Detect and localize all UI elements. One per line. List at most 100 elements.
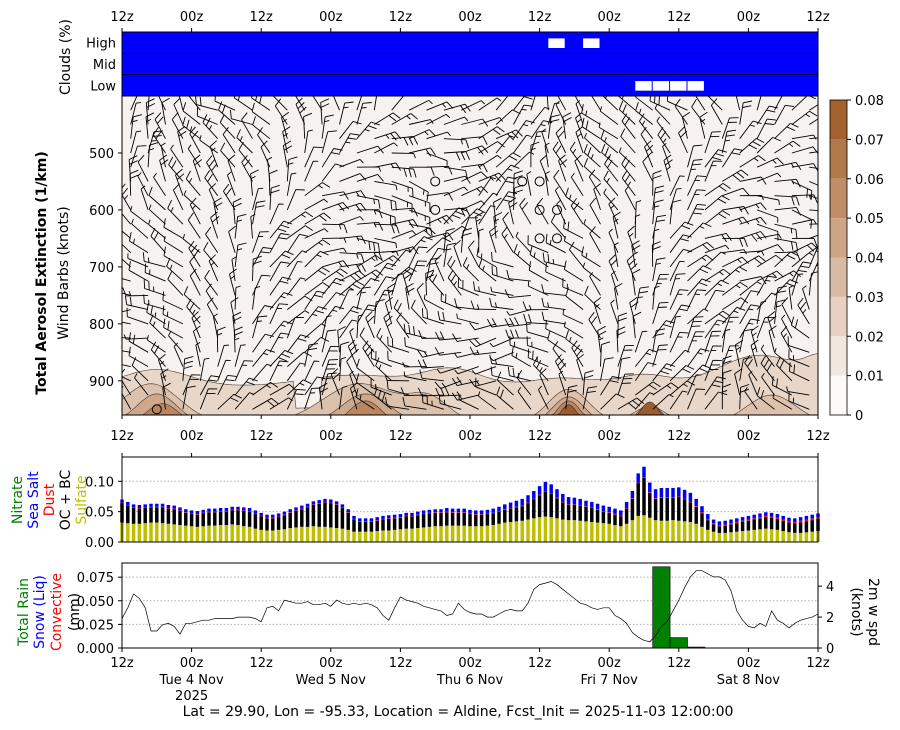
wind-barb — [649, 96, 671, 111]
species-bar-dust — [706, 518, 710, 521]
wind-barb — [418, 329, 444, 339]
wind-barb — [478, 228, 484, 253]
wind-barb — [426, 131, 451, 140]
wind-barb — [574, 154, 584, 182]
wind-barb — [147, 142, 159, 168]
species-bar-sea-salt — [694, 498, 698, 507]
wind-barb — [312, 96, 323, 111]
wind-barb — [163, 218, 184, 239]
species-bar-oc-bc — [653, 498, 658, 521]
wind-barb — [146, 335, 166, 353]
wind-barb — [349, 382, 358, 410]
wind-barb — [217, 359, 231, 381]
wind-barb — [489, 225, 499, 253]
wind-barb — [618, 100, 636, 125]
wind-barb — [652, 185, 665, 210]
wind-barb — [356, 237, 380, 253]
species-bar-dust — [497, 511, 501, 512]
wind-barb — [631, 240, 641, 267]
species-bar-dust — [416, 514, 420, 516]
species-bar-dust — [648, 492, 652, 493]
wind-barb — [721, 117, 739, 139]
species-bar-sulfate — [793, 532, 797, 542]
wind-barb — [537, 385, 549, 410]
species-bar-dust — [207, 511, 211, 513]
species-bar-sulfate — [758, 529, 762, 542]
species-bar-sulfate — [555, 518, 559, 542]
species-bar-oc-bc — [729, 524, 733, 533]
wind-barb — [168, 331, 184, 353]
wind-barb — [601, 143, 619, 168]
aerosol-x-tick-label: 00z — [458, 429, 482, 444]
wind-barb — [756, 136, 781, 154]
wind-barb — [581, 104, 601, 125]
species-bar-sulfate — [195, 526, 200, 542]
aerosol-y-tick-label: 500 — [89, 147, 114, 162]
species-bar-sulfate — [311, 526, 316, 542]
calm-circle — [430, 204, 441, 215]
wind-barb — [735, 96, 741, 111]
species-bar-sulfate — [294, 527, 298, 542]
species-bar-dust — [398, 517, 403, 518]
species-bar-sulfate — [613, 525, 617, 542]
wind-barb — [322, 247, 347, 254]
wind-barb — [756, 300, 767, 324]
wind-barb — [652, 257, 666, 282]
wind-barb — [252, 315, 268, 339]
wind-barb — [286, 334, 310, 353]
species-bar-sea-salt — [810, 514, 814, 519]
species-bar-sea-salt — [607, 506, 611, 513]
wind-barb — [162, 291, 184, 311]
wind-barb — [687, 222, 712, 239]
wind-barb — [457, 278, 479, 296]
wind-barb — [781, 314, 793, 339]
wind-barb — [195, 342, 201, 367]
species-bar-oc-bc — [346, 512, 350, 530]
wind-barb — [652, 394, 674, 410]
wind-barb — [504, 317, 531, 327]
wind-barb — [229, 109, 253, 125]
species-bar-oc-bc — [358, 521, 362, 532]
species-bar-oc-bc — [375, 520, 379, 532]
wind-barb — [574, 96, 584, 111]
wind-barb — [756, 275, 777, 296]
wind-barb — [530, 96, 536, 111]
wind-barb — [651, 241, 661, 267]
wind-barb — [122, 376, 131, 382]
wind-barb — [774, 270, 801, 282]
wind-barb — [435, 331, 462, 341]
colorbar-tick-label: 0.01 — [855, 370, 884, 385]
wind-barb — [687, 348, 710, 367]
species-bar-sulfate — [416, 528, 420, 542]
wind-barb — [269, 233, 290, 253]
species-bar-dust — [555, 497, 559, 499]
wind-barb — [608, 228, 619, 253]
species-bar-sulfate — [259, 529, 263, 542]
species-bar-oc-bc — [450, 512, 455, 526]
wind-barb — [286, 233, 309, 253]
wind-barb — [791, 96, 817, 111]
wind-barb — [373, 298, 385, 324]
wind-barb — [722, 216, 750, 225]
wind-barb — [562, 309, 584, 325]
wind-barb — [321, 315, 332, 339]
species-bar-sea-salt — [369, 518, 374, 522]
wind-barb — [391, 166, 417, 178]
wind-barb — [544, 171, 550, 196]
clouds-x-tick-label: 00z — [737, 10, 761, 25]
wind-barb — [195, 96, 218, 111]
species-bar-sulfate — [323, 526, 327, 542]
wind-barb — [598, 122, 619, 140]
species-bar-sulfate — [381, 530, 385, 542]
colorbar-tick-label: 0.06 — [855, 173, 884, 188]
wind-barb — [376, 327, 393, 353]
species-bar-dust — [798, 520, 803, 523]
species-bar-oc-bc — [311, 504, 316, 527]
wind-barb — [251, 102, 271, 125]
wind-barb — [339, 158, 364, 168]
wind-barb — [130, 96, 138, 111]
species-bar-dust — [700, 512, 704, 514]
precip-y-tick-label: 0.050 — [77, 595, 114, 610]
species-bar-dust — [311, 504, 316, 505]
